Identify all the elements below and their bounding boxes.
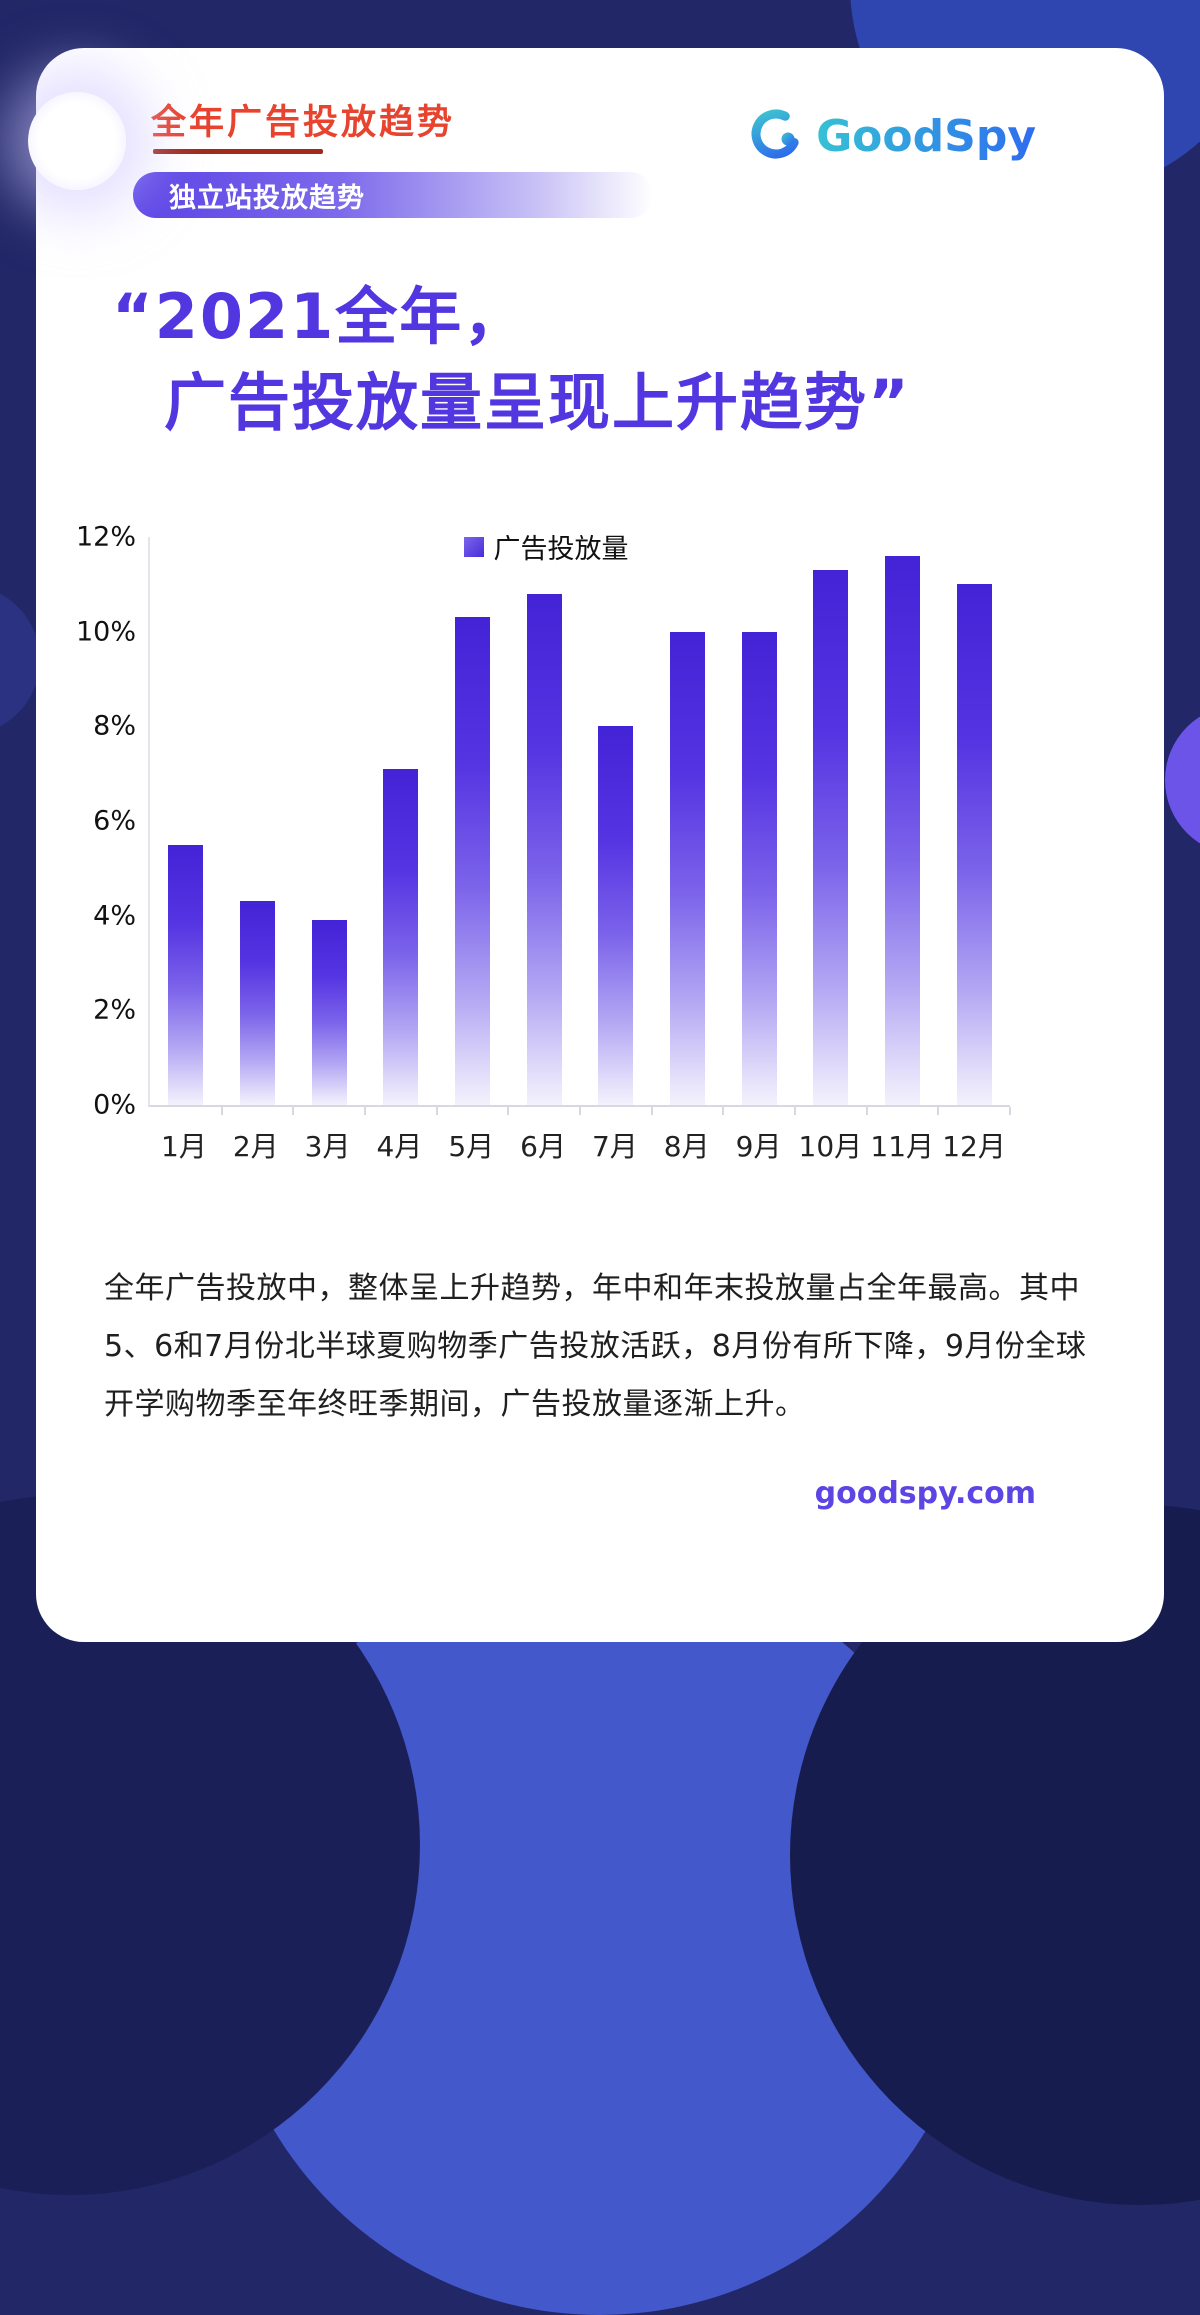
x-axis-label: 11月 [870,1130,935,1163]
x-axis-label: 2月 [232,1130,279,1163]
bar-column [867,537,940,1115]
bg-circle-left-navy [0,585,40,735]
y-axis-tick-label: 12% [75,521,136,553]
goodspy-logo-text: GoodSpy [816,110,1036,162]
y-axis-tick-label: 2% [93,994,136,1026]
y-axis-tick-label: 6% [93,805,136,837]
y-axis: 12% 10% 8% 6% 4% 2% 0% [75,522,136,1121]
decorative-glow-circle [28,92,126,190]
bar-column [508,537,581,1115]
page-title: 全年广告投放趋势 [151,103,456,143]
bar-1月 [168,844,204,1105]
x-axis-label: 5月 [448,1130,495,1163]
bar-column [938,537,1011,1115]
x-axis-label: 4月 [376,1130,423,1163]
x-axis-label: 7月 [591,1130,638,1163]
bar-7月 [598,726,634,1105]
section-badge: 独立站投放趋势 [133,172,653,218]
bar-6月 [526,593,562,1105]
headline: “2021全年， 广告投放量呈现上升趋势” [112,274,911,446]
bar-column [723,537,796,1115]
bar-column [150,537,223,1115]
section-badge-label: 独立站投放趋势 [169,182,365,214]
x-axis-label: 10月 [798,1130,863,1163]
goodspy-logo: GoodSpy [748,106,1036,166]
legend-swatch-icon [463,536,484,557]
bar-column [222,537,295,1115]
x-axis-label: 3月 [304,1130,351,1163]
title-underline [153,149,323,154]
y-axis-tick-label: 8% [93,710,136,742]
bar-12月 [956,584,992,1105]
x-axis-label: 6月 [520,1130,566,1163]
y-axis-tick-label: 4% [93,900,136,932]
bar-column [293,537,366,1115]
bar-5月 [455,617,491,1105]
x-axis-label: 8月 [663,1130,710,1163]
bar-10月 [813,570,849,1105]
goodspy-logo-icon [748,106,804,166]
x-axis-label: 12月 [942,1130,1006,1163]
headline-line2: 广告投放量呈现上升趋势” [164,366,911,439]
bar-column [580,537,653,1115]
legend-label: 广告投放量 [493,534,629,565]
report-card: 全年广告投放趋势 独立站投放趋势 GoodSpy “2021全年， 广告投放量呈… [36,48,1164,1642]
headline-line1: “2021全年， [112,280,528,353]
x-axis-labels: 1月 2月 3月 4月 5月 6月 7月 8月 9月 10月 11月 12月 [148,1125,1010,1165]
chart-legend: 广告投放量 [76,527,1016,566]
bar-column [795,537,868,1115]
bar-11月 [885,555,921,1105]
bar-2月 [240,901,275,1105]
bg-circle-right-purple [1165,705,1200,855]
x-axis-label: 1月 [161,1130,207,1163]
bar-column [652,537,725,1115]
summary-paragraph: 全年广告投放中，整体呈上升趋势，年中和年末投放量占全年最高。其中5、6和7月份北… [104,1271,1087,1422]
bar-column [437,537,510,1115]
bar-column [365,537,438,1115]
y-axis-tick-label: 10% [75,616,136,648]
footer-site-link[interactable]: goodspy.com [814,1476,1036,1511]
x-axis-label: 9月 [735,1130,782,1163]
bar-4月 [383,768,419,1105]
chart-grid: 12% 10% 8% 6% 4% 2% 0% [75,522,1016,1121]
bar-9月 [741,631,777,1105]
chart-plot [148,537,1011,1115]
bar-chart: 广告投放量 12% 10% 8% 6% 4% 2% 0% 1月 2月 3月 4月 5月 6月 7月 8月 9… [76,503,1016,1183]
bar-3月 [311,920,347,1105]
bar-8月 [670,631,706,1105]
y-axis-tick-label: 0% [93,1089,136,1121]
